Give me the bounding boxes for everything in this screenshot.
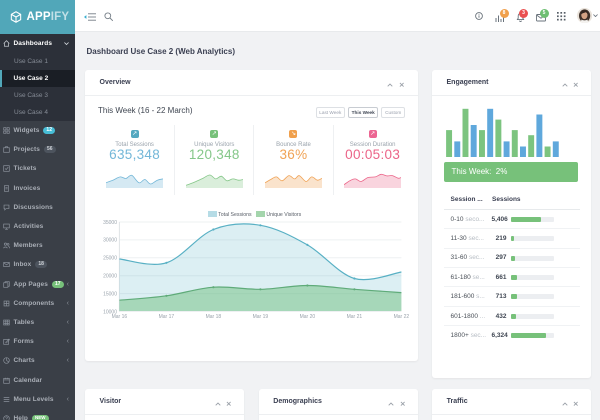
svg-text:Mar 19: Mar 19: [253, 314, 269, 320]
svg-text:10000: 10000: [103, 309, 117, 315]
svg-text:Mar 21: Mar 21: [347, 314, 363, 320]
svg-text:Mar 17: Mar 17: [159, 314, 175, 320]
svg-text:15000: 15000: [103, 291, 117, 297]
svg-text:Mar 20: Mar 20: [300, 314, 316, 320]
svg-text:25000: 25000: [103, 256, 117, 262]
svg-text:Mar 22: Mar 22: [394, 314, 410, 320]
svg-text:35000: 35000: [103, 220, 117, 226]
svg-text:Mar 18: Mar 18: [206, 314, 222, 320]
svg-text:30000: 30000: [103, 238, 117, 244]
svg-text:20000: 20000: [103, 274, 117, 280]
svg-text:Mar 16: Mar 16: [112, 314, 128, 320]
